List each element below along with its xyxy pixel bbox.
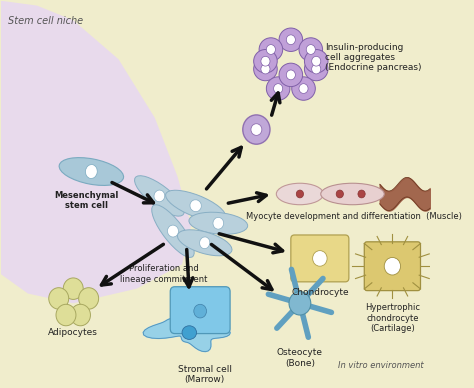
Ellipse shape: [165, 190, 226, 221]
Ellipse shape: [261, 64, 270, 74]
Ellipse shape: [279, 28, 302, 52]
Ellipse shape: [254, 50, 277, 73]
Ellipse shape: [306, 45, 315, 54]
Polygon shape: [0, 1, 191, 303]
Ellipse shape: [49, 288, 69, 309]
Text: In vitro environment: In vitro environment: [337, 361, 423, 370]
Ellipse shape: [177, 230, 232, 256]
Text: Mesenchymal
stem cell: Mesenchymal stem cell: [55, 191, 119, 210]
Ellipse shape: [71, 304, 91, 326]
Ellipse shape: [200, 237, 210, 249]
Ellipse shape: [59, 158, 124, 185]
Ellipse shape: [189, 212, 248, 234]
Ellipse shape: [213, 217, 224, 229]
Ellipse shape: [304, 57, 328, 81]
Ellipse shape: [259, 38, 283, 61]
Ellipse shape: [286, 70, 295, 80]
Ellipse shape: [79, 288, 99, 309]
Ellipse shape: [304, 50, 328, 73]
Ellipse shape: [63, 278, 83, 300]
Ellipse shape: [266, 77, 290, 100]
Text: Insulin-producing
cell aggregates
(Endocrine pancreas): Insulin-producing cell aggregates (Endoc…: [325, 43, 422, 73]
Text: Stromal cell
(Marrow): Stromal cell (Marrow): [178, 365, 232, 384]
Ellipse shape: [384, 257, 401, 275]
Ellipse shape: [273, 84, 283, 94]
Ellipse shape: [312, 251, 327, 266]
Ellipse shape: [312, 56, 321, 66]
Ellipse shape: [299, 84, 308, 94]
Ellipse shape: [182, 326, 197, 340]
Ellipse shape: [261, 56, 270, 66]
Polygon shape: [143, 307, 230, 352]
FancyBboxPatch shape: [170, 287, 230, 334]
Ellipse shape: [312, 64, 321, 74]
Text: Stem cell niche: Stem cell niche: [8, 16, 83, 26]
Ellipse shape: [243, 115, 270, 144]
Ellipse shape: [152, 205, 194, 257]
Ellipse shape: [194, 304, 207, 318]
Ellipse shape: [251, 124, 262, 135]
Ellipse shape: [358, 190, 365, 198]
Ellipse shape: [167, 225, 179, 237]
Ellipse shape: [289, 292, 311, 315]
Ellipse shape: [190, 200, 201, 211]
Text: Chondrocyte: Chondrocyte: [291, 288, 349, 297]
FancyBboxPatch shape: [365, 242, 420, 291]
Ellipse shape: [135, 176, 184, 216]
Ellipse shape: [254, 57, 277, 81]
Ellipse shape: [299, 38, 323, 61]
Ellipse shape: [266, 45, 275, 54]
Ellipse shape: [279, 63, 302, 87]
Text: Osteocyte
(Bone): Osteocyte (Bone): [277, 348, 323, 367]
Text: Hypertrophic
chondrocyte
(Cartilage): Hypertrophic chondrocyte (Cartilage): [365, 303, 420, 333]
Ellipse shape: [56, 304, 76, 326]
Ellipse shape: [296, 190, 303, 198]
Text: Myocyte development and differentiation  (Muscle): Myocyte development and differentiation …: [246, 211, 462, 220]
Ellipse shape: [292, 77, 315, 100]
Text: Adipocytes: Adipocytes: [48, 328, 98, 337]
Ellipse shape: [336, 190, 344, 198]
Ellipse shape: [85, 165, 97, 178]
Ellipse shape: [286, 35, 295, 45]
Ellipse shape: [321, 183, 384, 205]
Ellipse shape: [276, 183, 323, 205]
Text: Proliferation and
lineage commitment: Proliferation and lineage commitment: [120, 264, 208, 284]
Ellipse shape: [154, 190, 165, 202]
FancyBboxPatch shape: [291, 235, 349, 282]
